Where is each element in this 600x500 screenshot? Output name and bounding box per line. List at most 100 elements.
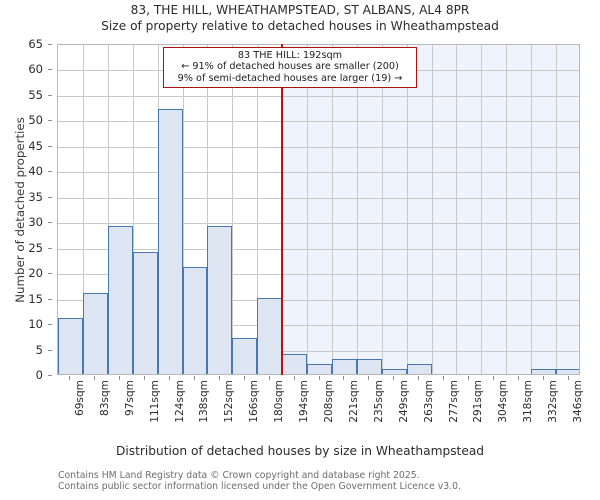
x-axis-tick-label: 152sqm (223, 380, 236, 423)
larger-region-shading (282, 45, 579, 374)
y-axis-tick-label: 0 (35, 368, 43, 382)
chart-title-line1: 83, THE HILL, WHEATHAMPSTEAD, ST ALBANS,… (130, 3, 470, 17)
x-axis-tick-label: 221sqm (347, 380, 360, 423)
y-axis-tick-label: 35 (28, 189, 43, 204)
y-axis-tick-label: 50 (28, 113, 43, 128)
x-axis-tick-label: 277sqm (447, 380, 460, 423)
bar (207, 226, 233, 374)
x-axis-tick (169, 376, 171, 380)
x-axis-tick (343, 376, 345, 380)
gridline-vertical (257, 45, 258, 374)
bar (132, 251, 158, 374)
gridline-horizontal (58, 146, 579, 148)
y-axis-tick (48, 222, 52, 224)
footer-line2: Contains public sector information licen… (58, 481, 461, 493)
x-axis-tick (567, 376, 569, 380)
x-axis-tick (144, 376, 146, 380)
x-axis-tick-label: 249sqm (397, 380, 410, 423)
x-axis-tick (69, 376, 71, 380)
x-axis-tick-label: 69sqm (73, 380, 86, 417)
y-axis-tick (48, 145, 52, 147)
x-axis-tick-label: 83sqm (98, 380, 111, 417)
gridline-horizontal (58, 299, 579, 301)
x-axis-tick-label: 208sqm (323, 380, 335, 423)
y-axis-tick (48, 349, 52, 351)
y-axis-tick (48, 44, 52, 45)
y-axis-tick (48, 171, 52, 173)
y-axis-labels: 0 5 10 15 20 25 30 35 40 45 50 55 60 65 (0, 37, 52, 382)
bar (531, 368, 557, 374)
x-axis-tick-label: 138sqm (198, 380, 211, 423)
y-axis-tick-label: 15 (28, 291, 43, 306)
y-axis-tick (48, 375, 52, 376)
x-axis-tick (243, 376, 245, 380)
y-axis-tick-label: 20 (28, 266, 43, 281)
x-axis-tick-label: 332sqm (547, 380, 560, 423)
subject-property-annotation: 83 THE HILL: 192sqm ← 91% of detached ho… (163, 47, 417, 89)
x-axis-tick-label: 124sqm (173, 380, 186, 423)
y-axis-title: Number of detached properties (13, 116, 27, 303)
gridline-horizontal (58, 248, 579, 250)
annotation-line2: ← 91% of detached houses are smaller (20… (181, 61, 399, 73)
x-axis-tick (268, 376, 270, 380)
gridline-horizontal (58, 325, 579, 327)
bar (331, 358, 357, 374)
bar (556, 368, 579, 374)
y-axis-tick-label: 65 (28, 37, 43, 51)
gridline-vertical (133, 45, 134, 374)
x-axis-tick (368, 376, 370, 380)
y-axis-tick (48, 273, 52, 275)
gridline-horizontal (58, 121, 579, 123)
gridline-vertical (83, 45, 84, 374)
gridline-horizontal (58, 350, 579, 352)
gridline-horizontal (58, 95, 579, 97)
y-axis-tick (48, 247, 52, 249)
x-axis-tick-label: 291sqm (472, 380, 485, 423)
x-axis-tick-label: 318sqm (522, 380, 535, 423)
x-axis-tick (492, 376, 494, 380)
x-axis-tick (418, 376, 420, 380)
y-axis-tick-label: 45 (28, 138, 43, 153)
gridline-vertical (332, 45, 333, 374)
x-axis-tick (218, 376, 220, 380)
plot-inner (58, 45, 579, 374)
bar (182, 267, 208, 374)
x-axis-tick-label: 180sqm (273, 380, 286, 423)
x-axis-tick-label: 194sqm (298, 380, 311, 423)
x-axis-tick (517, 376, 519, 380)
bar (282, 353, 308, 374)
gridline-horizontal (58, 223, 579, 225)
y-axis-tick-label: 55 (28, 87, 43, 102)
gridline-horizontal (58, 197, 579, 199)
x-axis-tick (542, 376, 544, 380)
y-axis-tick-label: 60 (28, 62, 43, 77)
chart-title-line2: Size of property relative to detached ho… (101, 19, 499, 33)
x-axis-tick-label: 304sqm (497, 380, 510, 423)
bar (232, 338, 258, 374)
plot-area (57, 44, 580, 375)
gridline-vertical (531, 45, 532, 374)
y-axis-tick (48, 94, 52, 96)
gridline-vertical (108, 45, 109, 374)
y-axis-tick (48, 120, 52, 122)
gridline-vertical (183, 45, 184, 374)
gridline-horizontal (58, 172, 579, 174)
x-axis-tick (94, 376, 96, 380)
footer-attribution: Contains HM Land Registry data © Crown c… (58, 470, 598, 492)
bar-series (58, 45, 579, 374)
bar (406, 363, 432, 374)
subject-property-marker-line (281, 44, 283, 375)
x-axis-tick-label: 346sqm (572, 380, 585, 423)
gridline-vertical (456, 45, 457, 374)
bar (107, 226, 133, 374)
y-axis-tick-label: 10 (28, 317, 43, 332)
x-axis-tick (467, 376, 469, 380)
gridline-vertical (432, 45, 433, 374)
x-axis-title: Distribution of detached houses by size … (115, 444, 485, 458)
y-axis-tick (48, 324, 52, 326)
y-axis-tick (48, 196, 52, 198)
y-axis-tick-label: 40 (28, 164, 43, 179)
x-axis-tick (443, 376, 445, 380)
bar (82, 292, 108, 374)
annotation-line1: 83 THE HILL: 192sqm (237, 50, 343, 61)
